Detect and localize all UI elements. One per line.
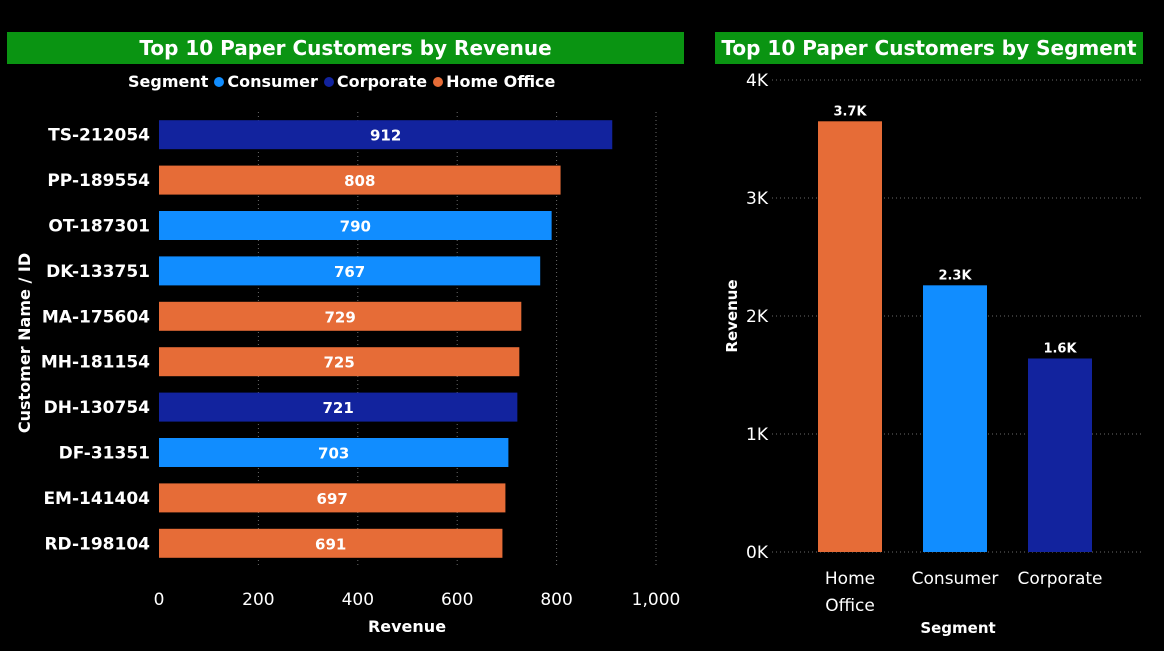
bar-rd-198104 [159, 528, 503, 558]
bar-home-office [818, 121, 882, 553]
right-y-tick-label: 4K [746, 71, 769, 91]
bar-value-label: 3.7K [833, 104, 867, 119]
left-x-tick-label: 600 [441, 590, 473, 610]
bar-value-label: 703 [318, 445, 349, 463]
bar-value-label: 790 [340, 218, 371, 236]
right-y-tick-label: 3K [746, 189, 769, 209]
x-category-label: Consumer [912, 569, 999, 589]
y-category-label: MA-175604 [42, 307, 150, 327]
x-category-label-line: Office [825, 596, 875, 616]
right-y-tick-label: 1K [746, 425, 769, 445]
right-x-axis-title: Segment [920, 619, 995, 637]
y-category-label: DH-130754 [44, 398, 151, 418]
x-category-label-line: Corporate [1018, 569, 1103, 589]
bar-pp-189554 [159, 165, 561, 195]
y-category-label: DK-133751 [46, 262, 150, 282]
legend-item-home-office[interactable]: Home Office [433, 72, 555, 91]
bar-value-label: 1.6K [1043, 341, 1077, 356]
legend-title: Segment [128, 72, 209, 91]
legend-dot-corporate [323, 76, 334, 87]
x-category-label: Corporate [1018, 569, 1103, 589]
bar-dk-133751 [159, 256, 541, 286]
bar-corporate [1028, 358, 1092, 552]
left-x-tick-label: 0 [154, 590, 165, 610]
y-category-label: DF-31351 [59, 444, 150, 464]
bar-ts-212054 [159, 120, 613, 150]
left-chart-title: Top 10 Paper Customers by Revenue [7, 32, 684, 64]
bar-ma-175604 [159, 301, 522, 331]
x-category-label: Home Office [825, 569, 875, 616]
x-category-label-line: Home [825, 569, 875, 589]
bar-value-label: 912 [370, 127, 401, 145]
right-y-axis-title: Revenue [723, 279, 741, 352]
bar-value-label: 2.3K [938, 268, 972, 283]
left-x-tick-label: 1,000 [632, 590, 681, 610]
bar-dh-130754 [159, 392, 518, 422]
bar-value-label: 725 [324, 354, 355, 372]
y-category-label: OT-187301 [48, 217, 150, 237]
left-x-tick-label: 400 [342, 590, 374, 610]
y-category-label: PP-189554 [47, 171, 150, 191]
left-x-tick-label: 800 [540, 590, 572, 610]
bar-value-label: 729 [325, 308, 356, 326]
legend-item-corporate[interactable]: Corporate [323, 72, 428, 91]
legend-label-home-office: Home Office [446, 72, 556, 91]
legend-label-consumer: Consumer [227, 72, 318, 91]
x-category-label-line: Consumer [912, 569, 999, 589]
legend-dot-home-office [433, 76, 444, 87]
bar-value-label: 767 [334, 263, 365, 281]
right-y-tick-label: 0K [746, 543, 769, 563]
bar-em-141404 [159, 483, 506, 513]
y-category-label: RD-198104 [44, 534, 150, 554]
legend-dot-consumer [214, 76, 225, 87]
y-category-label: EM-141404 [43, 489, 150, 509]
bar-value-label: 721 [323, 399, 354, 417]
left-y-axis-title: Customer Name / ID [15, 253, 34, 433]
bar-mh-181154 [159, 347, 520, 377]
left-x-axis-title: Revenue [368, 617, 446, 636]
legend-item-consumer[interactable]: Consumer [214, 72, 318, 91]
bar-value-label: 697 [317, 490, 348, 508]
right-y-tick-label: 2K [746, 307, 769, 327]
bar-consumer [923, 285, 987, 552]
left-x-tick-label: 200 [242, 590, 274, 610]
bar-value-label: 691 [315, 535, 346, 553]
bar-ot-187301 [159, 211, 552, 240]
legend-label-corporate: Corporate [336, 72, 428, 91]
y-category-label: TS-212054 [48, 126, 150, 146]
bar-df-31351 [159, 438, 509, 467]
segment-legend: Segment Consumer Corporate Home Office [128, 72, 555, 91]
bar-value-label: 808 [344, 172, 375, 190]
right-chart-title: Top 10 Paper Customers by Segment [715, 32, 1143, 64]
y-category-label: MH-181154 [41, 353, 150, 373]
